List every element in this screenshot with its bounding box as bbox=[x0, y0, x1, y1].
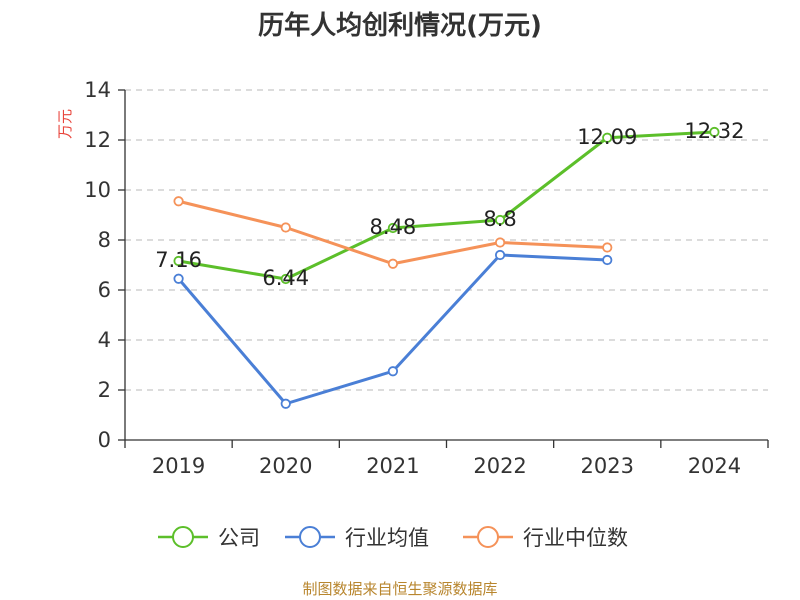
legend-marker bbox=[299, 526, 321, 548]
data-point bbox=[280, 222, 291, 233]
data-point bbox=[602, 254, 613, 266]
y-tick-label: 2 bbox=[98, 378, 111, 402]
y-tick-label: 8 bbox=[98, 228, 111, 252]
data-point bbox=[387, 222, 399, 234]
series-lines bbox=[173, 126, 720, 409]
y-tick-label: 14 bbox=[84, 78, 111, 102]
legend-marker bbox=[477, 526, 499, 548]
legend-label: 行业中位数 bbox=[523, 526, 628, 550]
x-tick-label: 2023 bbox=[581, 454, 634, 478]
data-point bbox=[280, 273, 291, 285]
legend-label: 行业均值 bbox=[345, 526, 429, 550]
series-0 bbox=[173, 126, 720, 285]
data-point bbox=[173, 255, 184, 267]
series-1 bbox=[173, 249, 613, 409]
x-tick-label: 2019 bbox=[152, 454, 205, 478]
x-tick-label: 2024 bbox=[688, 454, 741, 478]
data-point bbox=[387, 366, 399, 377]
y-tick-label: 12 bbox=[84, 128, 111, 152]
data-point bbox=[494, 237, 506, 248]
data-point bbox=[173, 273, 184, 284]
data-point bbox=[387, 258, 399, 269]
data-point bbox=[709, 126, 720, 138]
legend-label: 公司 bbox=[218, 526, 260, 550]
grid-lines bbox=[125, 89, 768, 391]
data-point bbox=[173, 196, 184, 207]
y-tick-label: 6 bbox=[98, 278, 111, 302]
data-labels: 7.16 6.44 8.48 8.8 12.09 12.32 bbox=[155, 119, 744, 290]
series-line bbox=[177, 253, 608, 406]
chart-title: 历年人均创利情况(万元) bbox=[258, 10, 542, 41]
y-tick-label: 4 bbox=[98, 328, 111, 352]
x-tick-label: 2020 bbox=[259, 454, 312, 478]
data-point bbox=[602, 242, 613, 253]
data-label: 6.44 bbox=[262, 266, 309, 290]
series-line bbox=[178, 130, 715, 281]
data-point bbox=[494, 249, 506, 261]
data-label: 8.8 bbox=[483, 207, 516, 231]
legend[interactable]: 公司 行业均值 行业中位数 bbox=[158, 526, 628, 550]
y-tick-label: 0 bbox=[98, 428, 111, 452]
legend-item-1[interactable]: 行业均值 bbox=[285, 526, 429, 550]
axes: 0 2 4 6 8 10 12 14 2019 2020 2021 2022 2023 2024 bbox=[84, 78, 769, 478]
x-tick-label: 2022 bbox=[473, 454, 526, 478]
legend-marker bbox=[172, 526, 194, 548]
data-label: 8.48 bbox=[370, 215, 417, 239]
y-axis-label: 万元 bbox=[56, 109, 74, 139]
series-2 bbox=[173, 196, 613, 269]
source-note: 制图数据来自恒生聚源数据库 bbox=[302, 580, 497, 598]
x-tick-label: 2021 bbox=[366, 454, 419, 478]
data-point bbox=[280, 398, 291, 409]
data-point bbox=[602, 132, 613, 143]
data-point bbox=[494, 214, 506, 226]
y-tick-label: 10 bbox=[84, 178, 111, 202]
legend-item-2[interactable]: 行业中位数 bbox=[463, 526, 628, 550]
legend-item-0[interactable]: 公司 bbox=[158, 526, 260, 550]
data-label: 7.16 bbox=[155, 248, 202, 272]
data-label: 12.32 bbox=[684, 119, 744, 143]
data-label: 12.09 bbox=[577, 125, 637, 149]
